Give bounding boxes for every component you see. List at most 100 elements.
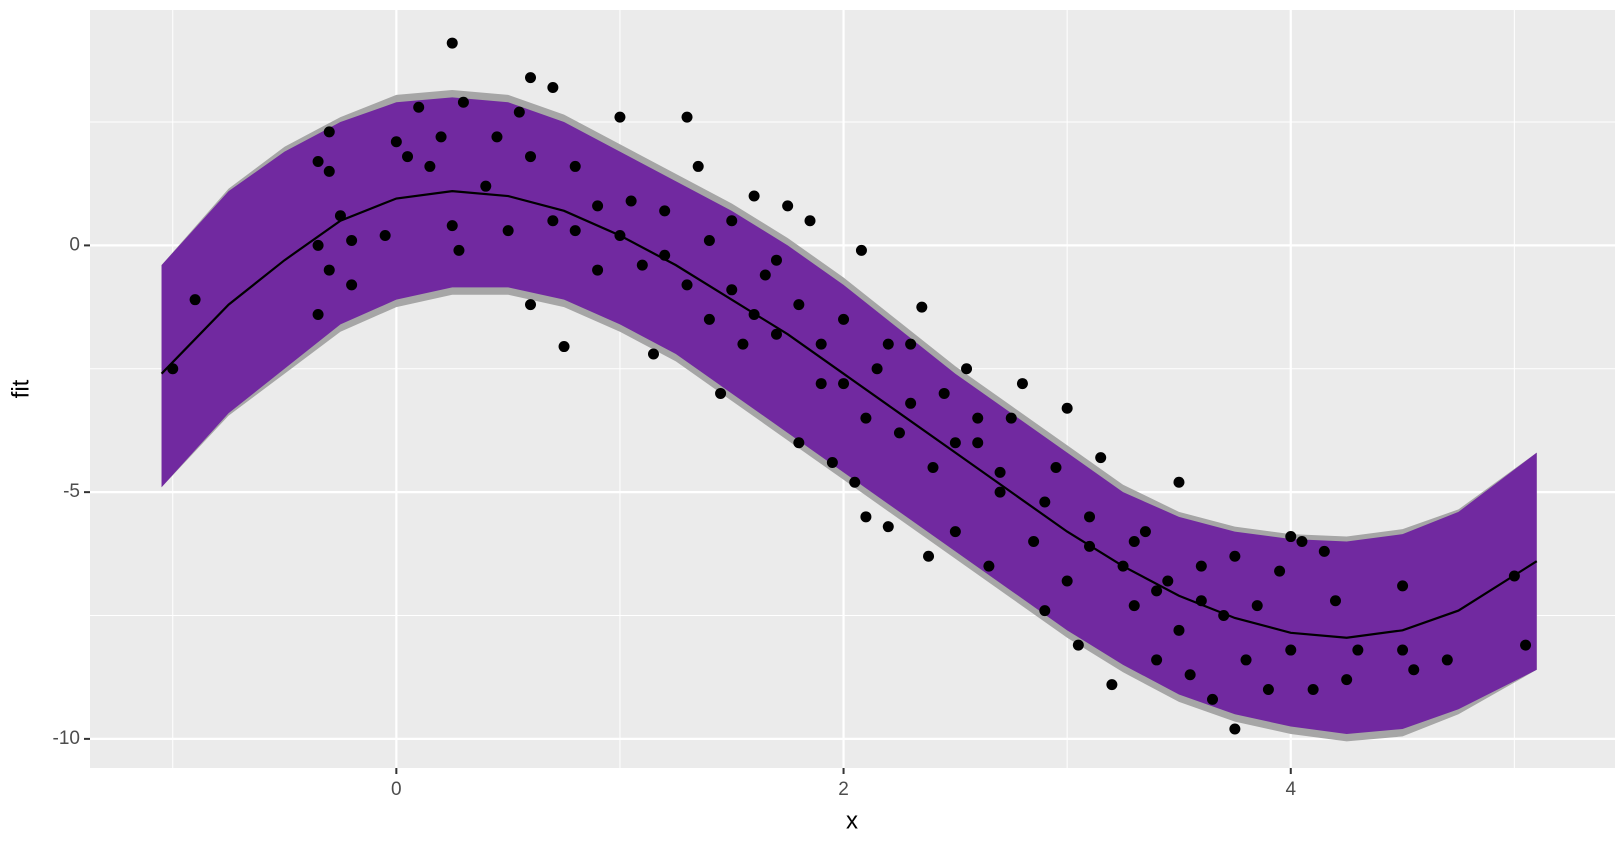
point <box>994 486 1006 498</box>
point <box>1106 679 1118 691</box>
point <box>882 521 894 533</box>
point <box>681 279 693 291</box>
point <box>502 225 514 237</box>
point <box>547 81 559 93</box>
point <box>1296 535 1308 547</box>
point <box>1061 575 1073 587</box>
point <box>1240 654 1252 666</box>
point <box>871 363 883 375</box>
y-tick-label: 0 <box>69 234 80 255</box>
point <box>927 461 939 473</box>
point <box>569 160 581 172</box>
point <box>1441 654 1453 666</box>
point <box>882 338 894 350</box>
point <box>189 294 201 306</box>
fit-line <box>160 190 1538 639</box>
point <box>972 437 984 449</box>
point <box>692 160 704 172</box>
point <box>923 550 935 562</box>
point <box>457 96 469 108</box>
point <box>726 284 738 296</box>
point <box>636 259 648 271</box>
point <box>446 37 458 49</box>
point <box>1162 575 1174 587</box>
point <box>379 230 391 242</box>
y-tick-label: -10 <box>53 728 80 749</box>
point <box>826 457 838 469</box>
point <box>793 437 805 449</box>
ribbon <box>161 97 1537 734</box>
point <box>1207 693 1219 705</box>
point <box>547 215 559 227</box>
point <box>815 338 827 350</box>
point <box>770 328 782 340</box>
point <box>782 200 794 212</box>
point <box>525 299 537 311</box>
point <box>759 269 771 281</box>
point <box>558 341 570 353</box>
point <box>323 126 335 138</box>
point <box>446 220 458 232</box>
point <box>323 165 335 177</box>
point <box>1173 624 1185 636</box>
point <box>994 466 1006 478</box>
point <box>1352 644 1364 656</box>
point <box>435 131 447 143</box>
point <box>312 308 324 320</box>
point <box>625 195 637 207</box>
point <box>513 106 525 118</box>
point <box>681 111 693 123</box>
point <box>703 234 715 246</box>
point <box>983 560 995 572</box>
point <box>480 180 492 192</box>
point <box>1128 535 1140 547</box>
point <box>1195 560 1207 572</box>
point <box>390 136 402 148</box>
point <box>1307 684 1319 696</box>
point <box>972 412 984 424</box>
point <box>703 313 715 325</box>
point <box>1095 452 1107 464</box>
point <box>659 205 671 217</box>
point <box>647 348 659 360</box>
point <box>1016 378 1028 390</box>
point <box>1072 639 1084 651</box>
x-axis-title: x <box>846 807 858 834</box>
point <box>346 279 358 291</box>
point <box>1229 723 1241 735</box>
point <box>569 225 581 237</box>
point <box>1318 545 1330 557</box>
point <box>525 151 537 163</box>
point <box>1251 600 1263 612</box>
point <box>849 476 861 488</box>
x-tick-label: 0 <box>391 779 402 800</box>
point <box>1151 585 1163 597</box>
point <box>715 387 727 399</box>
point <box>1274 565 1286 577</box>
point <box>1028 535 1040 547</box>
point <box>793 299 805 311</box>
point <box>961 363 973 375</box>
point <box>1061 402 1073 414</box>
point <box>1262 684 1274 696</box>
point <box>312 156 324 168</box>
point <box>1397 644 1409 656</box>
point <box>893 427 905 439</box>
point <box>949 526 961 538</box>
point <box>1397 580 1409 592</box>
point <box>1329 595 1341 607</box>
point <box>1084 511 1096 523</box>
point <box>1520 639 1532 651</box>
x-tick-label: 2 <box>838 779 849 800</box>
point <box>855 244 867 256</box>
point <box>592 264 604 276</box>
point <box>1184 669 1196 681</box>
point <box>860 511 872 523</box>
point <box>1005 412 1017 424</box>
point <box>770 254 782 266</box>
point <box>748 190 760 202</box>
point <box>1151 654 1163 666</box>
y-tick-label: -5 <box>63 481 80 502</box>
